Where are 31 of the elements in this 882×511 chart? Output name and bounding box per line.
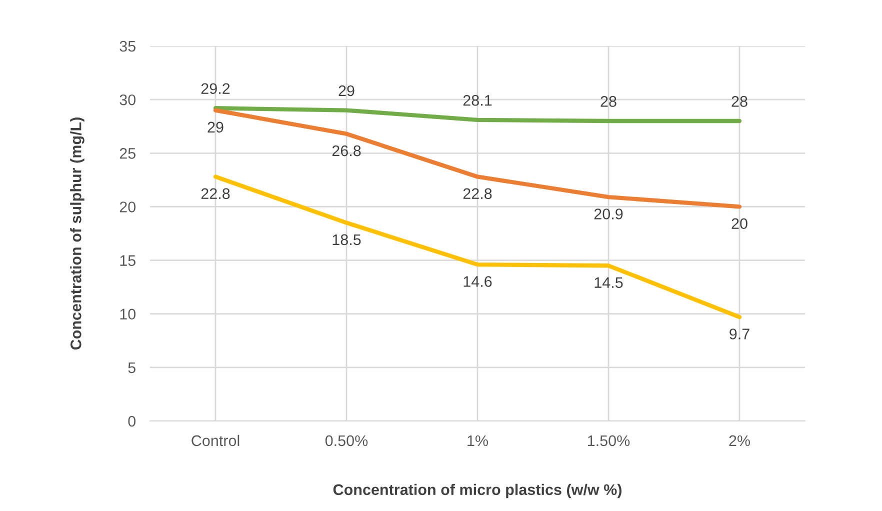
- x-axis-title: Concentration of micro plastics (w/w %): [333, 484, 622, 498]
- data-label: 20.9: [594, 208, 623, 220]
- data-label: 26.8: [332, 145, 361, 156]
- data-label: 20: [732, 218, 748, 230]
- x-tick-label: 1.50%: [588, 435, 630, 446]
- x-tick-label: 2%: [729, 435, 750, 446]
- x-tick-label: Control: [192, 434, 240, 446]
- line-series: [213, 106, 742, 124]
- data-label: 22.8: [201, 188, 230, 200]
- data-label: 28.1: [463, 94, 492, 106]
- y-tick-label: 0: [128, 416, 136, 427]
- data-label: 29: [338, 85, 354, 96]
- data-label: 28: [600, 96, 616, 107]
- data-label: 29: [208, 122, 224, 133]
- y-tick-label: 10: [120, 308, 136, 320]
- y-tick-label: 15: [120, 255, 136, 266]
- data-label: 28: [732, 96, 748, 107]
- y-tick-label: 30: [120, 94, 136, 106]
- data-label: 14.5: [594, 277, 623, 288]
- x-tick-label: 0.50%: [325, 435, 368, 446]
- data-label: 29.2: [201, 83, 230, 94]
- y-tick-label: 35: [120, 40, 136, 52]
- data-label: 18.5: [332, 234, 361, 246]
- x-tick-label: 1%: [468, 435, 488, 446]
- y-axis-title: Concentration of sulphur (mg/L): [70, 118, 84, 350]
- data-label: 9.7: [730, 328, 750, 340]
- data-label: 22.8: [463, 188, 492, 200]
- y-tick-label: 20: [120, 202, 136, 212]
- data-label: 14.6: [464, 276, 492, 287]
- y-tick-label: 5: [128, 362, 136, 374]
- y-tick-label: 25: [120, 148, 136, 159]
